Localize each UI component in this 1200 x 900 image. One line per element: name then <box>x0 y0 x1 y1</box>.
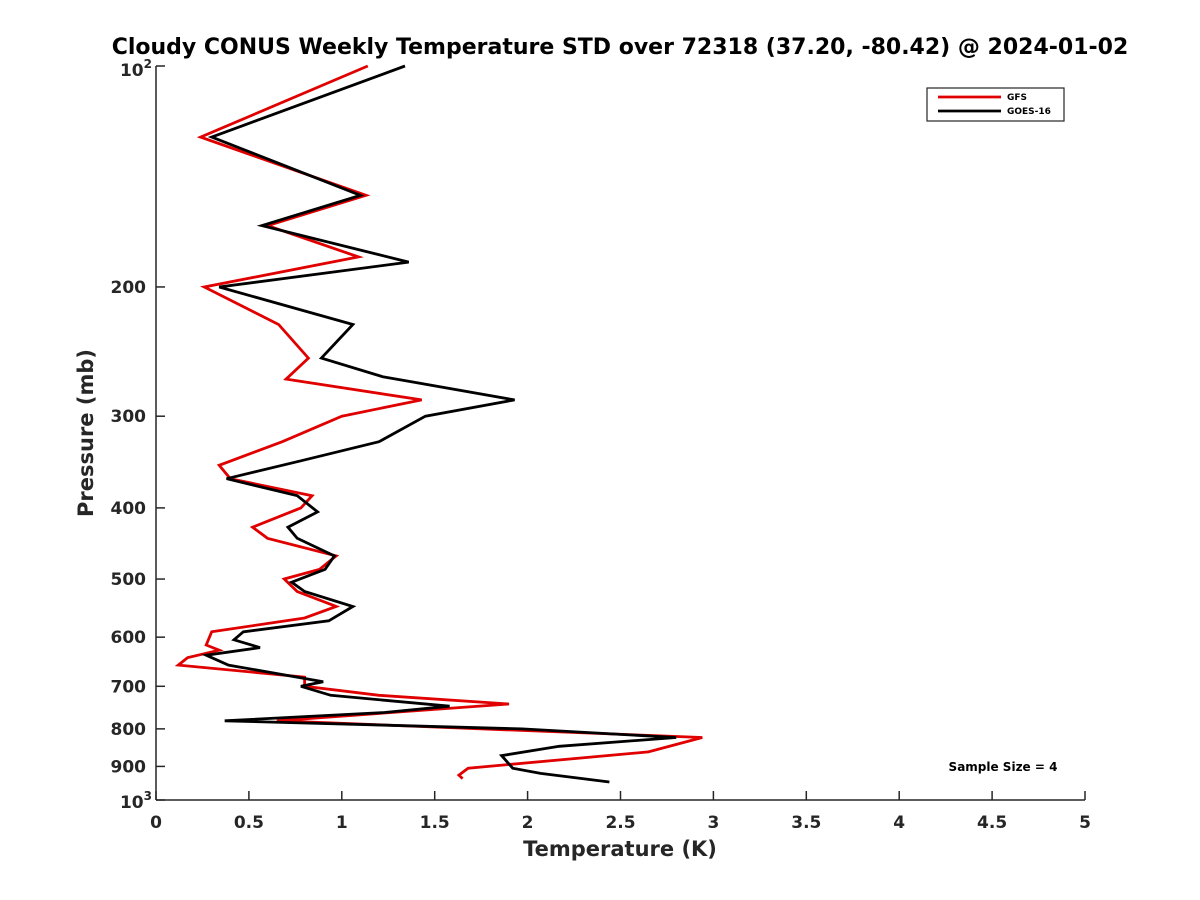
y-tick-label-exponent: 2 <box>144 57 152 71</box>
x-tick-label: 4 <box>893 813 905 833</box>
x-tick-label: 1.5 <box>420 813 450 833</box>
y-tick-label: 400 <box>111 499 147 519</box>
x-tick-label: 5 <box>1079 813 1091 833</box>
y-tick-label: 700 <box>111 677 147 697</box>
x-tick-label: 3.5 <box>791 813 821 833</box>
legend-box <box>926 87 1065 122</box>
sample-size-annotation: Sample Size = 4 <box>949 760 1058 774</box>
x-tick-label: 2.5 <box>605 813 635 833</box>
series-line-goes-16 <box>201 64 677 784</box>
x-tick-label: 1 <box>336 813 348 833</box>
y-tick-label: 600 <box>111 628 147 648</box>
x-tick-label: 0.5 <box>234 813 264 833</box>
y-tick-label: 800 <box>111 720 147 740</box>
y-tick-label: 200 <box>111 278 147 298</box>
x-tick-label: 3 <box>707 813 719 833</box>
legend: GFS GOES-16 <box>926 87 1065 122</box>
y-tick-label: 900 <box>111 757 147 777</box>
y-tick-label-exponent: 3 <box>144 789 152 803</box>
plot-area: 0 0.5 1 1.5 2 2.5 3 3.5 4 4.5 51022003004005006007… <box>111 57 1091 833</box>
series-line-gfs <box>174 64 703 780</box>
legend-label-goes-16: GOES-16 <box>1007 107 1051 117</box>
x-tick-label: 2 <box>522 813 534 833</box>
legend-label-gfs: GFS <box>1007 93 1027 103</box>
x-tick-label: 4.5 <box>977 813 1007 833</box>
y-tick-label: 500 <box>111 570 147 590</box>
x-tick-label: 0 <box>150 813 162 833</box>
y-axis-label: Pressure (mb) <box>74 349 98 517</box>
chart-title: Cloudy CONUS Weekly Temperature STD over… <box>112 35 1129 60</box>
y-tick-label: 300 <box>111 407 147 427</box>
x-axis-label: Temperature (K) <box>523 837 717 861</box>
